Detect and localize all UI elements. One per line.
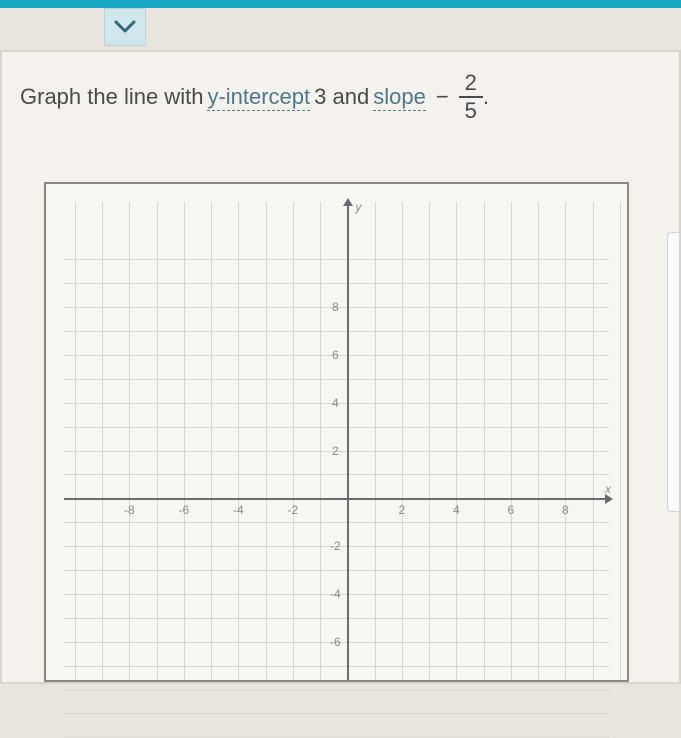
question-panel: Graph the line with y-intercept 3 and sl… <box>0 50 681 684</box>
x-tick-label: -4 <box>233 503 244 517</box>
y-tick-label: -6 <box>330 635 341 649</box>
app-top-bar <box>0 0 681 8</box>
x-tick-label: -2 <box>288 503 299 517</box>
y-tick-label: 6 <box>332 348 339 362</box>
question-prefix: Graph the line with <box>20 84 203 110</box>
y-tick-label: -2 <box>330 539 341 553</box>
dropdown-toggle[interactable] <box>104 8 146 46</box>
chevron-down-icon <box>114 20 136 34</box>
y-tick-label: 4 <box>332 396 339 410</box>
question-period: . <box>483 84 489 110</box>
y-tick-label: 2 <box>332 444 339 458</box>
x-tick-label: -6 <box>179 503 190 517</box>
fraction-denominator: 5 <box>459 98 483 122</box>
fraction: 2 5 <box>459 72 483 122</box>
tool-panel-edge <box>667 232 679 512</box>
y-tick-label: 8 <box>332 300 339 314</box>
y-tick-label: -4 <box>330 587 341 601</box>
y-axis-label: y <box>355 200 361 214</box>
term-y-intercept[interactable]: y-intercept <box>207 84 310 111</box>
x-tick-label: -8 <box>124 503 135 517</box>
term-slope[interactable]: slope <box>373 84 426 111</box>
x-tick-label: 6 <box>508 503 515 517</box>
question-text: Graph the line with y-intercept 3 and sl… <box>20 72 661 122</box>
graph-canvas[interactable]: y x 8642-2-4-6-8-6-4-22468 <box>44 182 629 682</box>
question-mid: 3 and <box>314 84 369 110</box>
fraction-numerator: 2 <box>459 72 483 98</box>
x-tick-label: 8 <box>562 503 569 517</box>
graph-grid: y x 8642-2-4-6-8-6-4-22468 <box>64 202 609 680</box>
x-tick-label: 2 <box>399 503 406 517</box>
x-tick-label: 4 <box>453 503 460 517</box>
minus-sign: − <box>436 84 449 110</box>
